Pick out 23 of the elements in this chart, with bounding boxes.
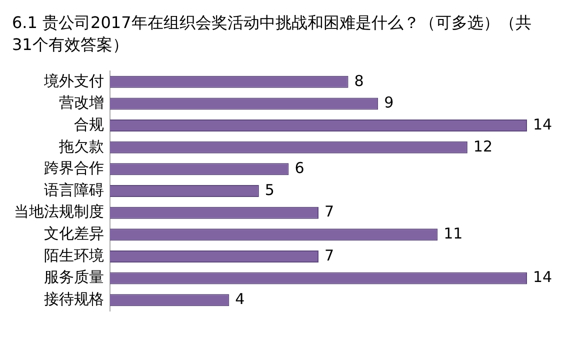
data-label: 7 <box>324 202 334 221</box>
data-label: 11 <box>444 224 463 243</box>
y-tick-label: 接待规格 <box>44 290 104 308</box>
data-label: 12 <box>473 137 493 156</box>
y-tick-label: 营改增 <box>59 94 104 112</box>
y-tick-label: 当地法规制度 <box>14 202 104 221</box>
y-tick-label: 服务质量 <box>44 268 104 286</box>
y-tick-label: 合规 <box>74 115 104 134</box>
data-label: 7 <box>324 246 334 264</box>
chart-title: 6.1 贵公司2017年在组织会奖活动中挑战和困难是什么？（可多选）（共31个有效答案） <box>11 12 532 56</box>
data-label: 14 <box>533 268 552 286</box>
y-tick-label: 跨界合作 <box>44 159 104 178</box>
data-label: 9 <box>384 94 394 112</box>
data-label: 14 <box>533 115 552 134</box>
y-tick-label: 文化差异 <box>44 224 104 243</box>
data-label: 8 <box>354 72 364 90</box>
y-tick-label: 拖欠款 <box>58 137 104 156</box>
data-label: 5 <box>264 180 274 199</box>
data-label: 4 <box>235 290 245 308</box>
y-tick-label: 语言障碍 <box>44 180 104 199</box>
y-tick-label: 境外支付 <box>43 72 104 90</box>
y-tick-label: 陌生环境 <box>44 246 104 264</box>
data-label: 6 <box>294 159 304 178</box>
